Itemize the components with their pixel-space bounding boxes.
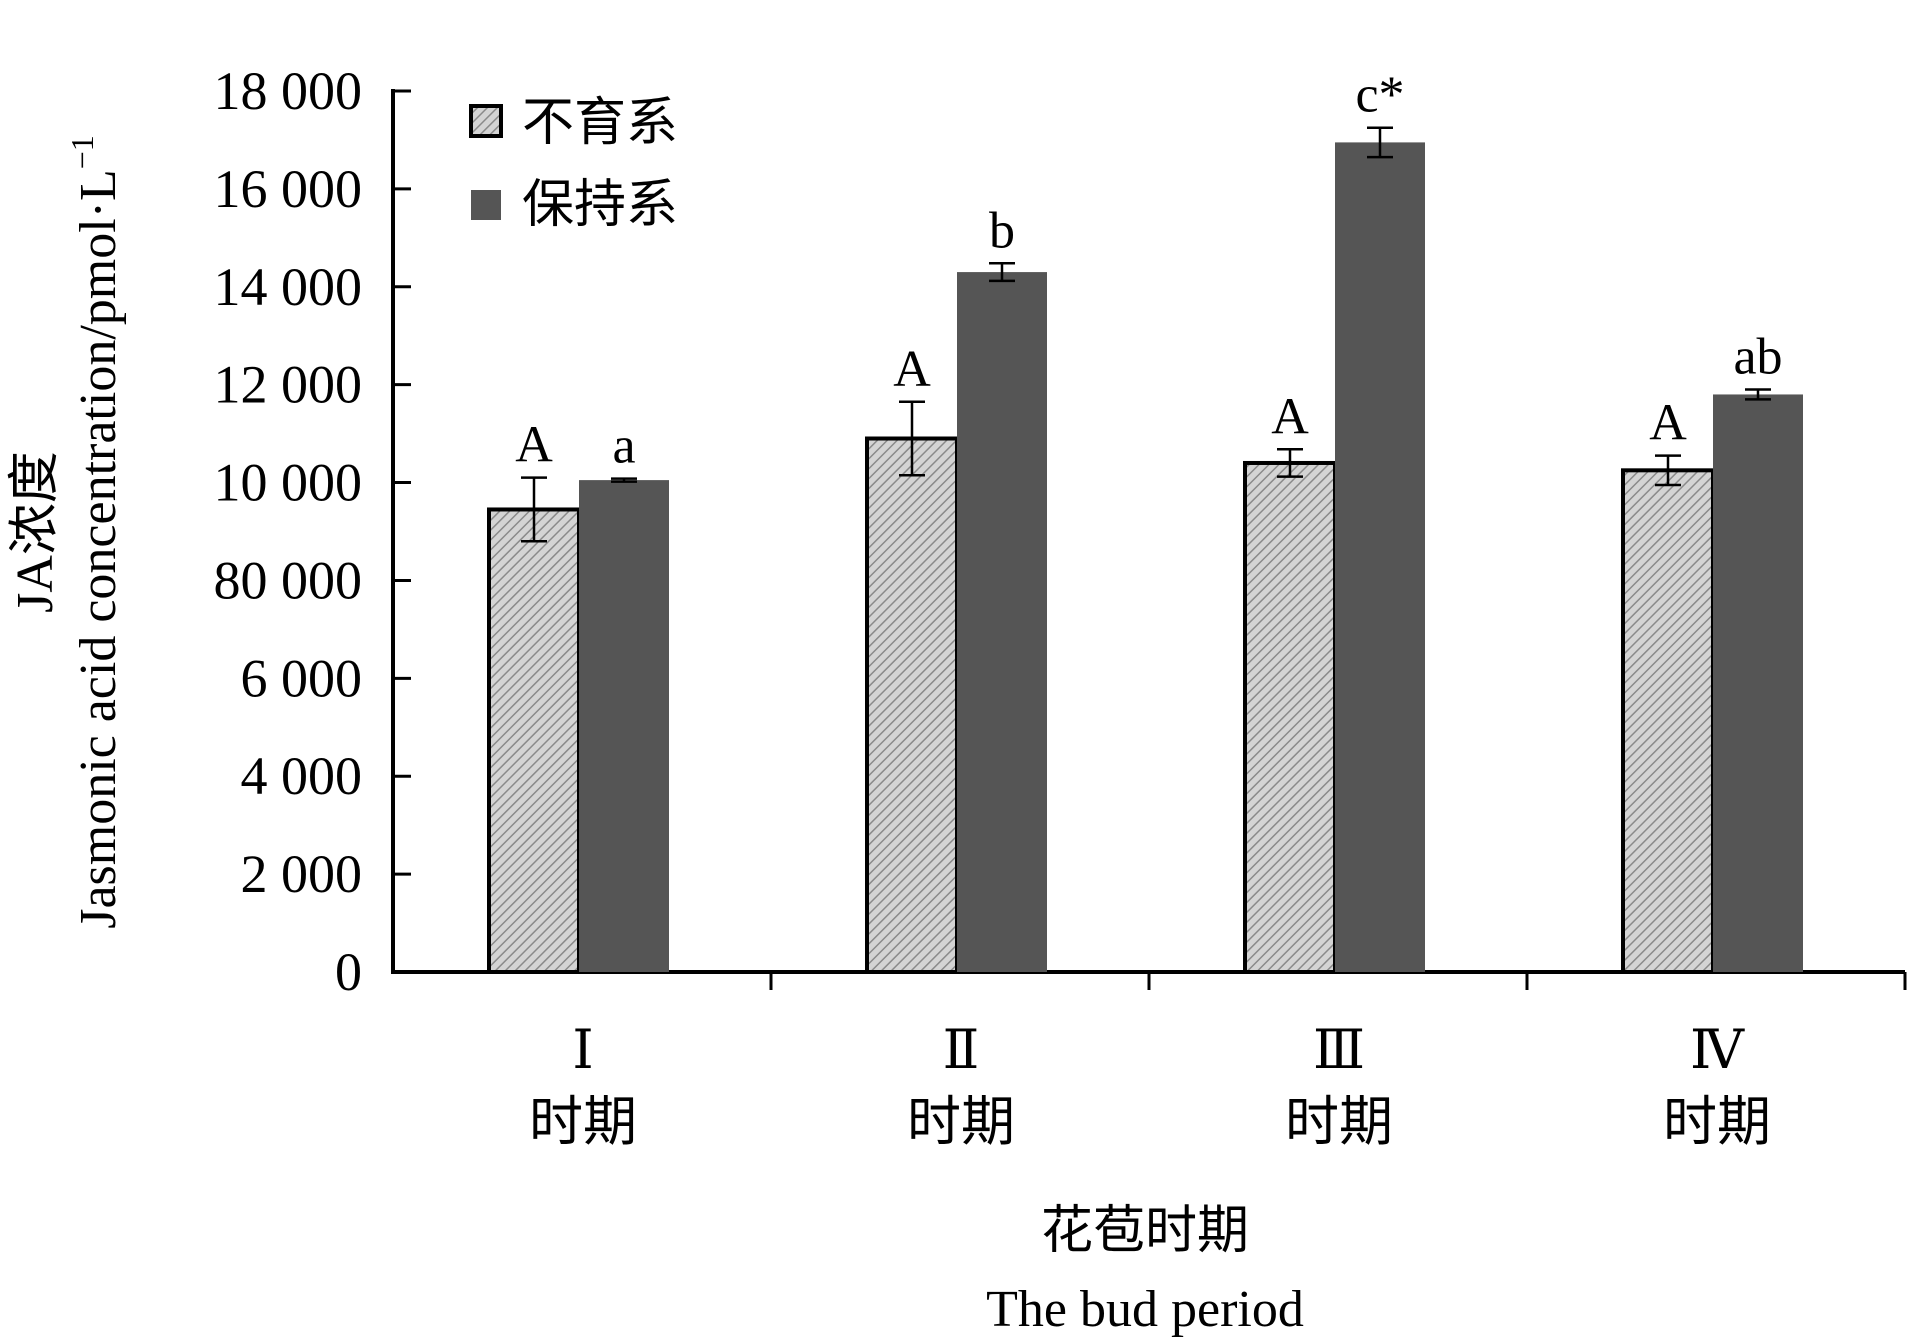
significance-label: c* bbox=[1355, 67, 1404, 124]
x-category-numeral: Ⅰ bbox=[572, 1020, 593, 1080]
legend-swatch-maintainer bbox=[471, 190, 501, 220]
x-category-numeral: Ⅲ bbox=[1313, 1020, 1365, 1080]
y-ticks: 0 2 000 4 000 6 000 80 000 10 000 12 000 14 000… bbox=[214, 61, 411, 1002]
bar-sterile bbox=[1243, 460, 1337, 974]
bar-maintainer bbox=[579, 480, 669, 972]
significance-label: b bbox=[989, 202, 1015, 259]
legend-swatch-sterile bbox=[469, 104, 503, 138]
y-tick-label: 12 000 bbox=[214, 355, 363, 415]
x-category-label: 时期 bbox=[907, 1092, 1015, 1152]
bar-sterile bbox=[865, 436, 959, 974]
y-tick-label: 4 000 bbox=[241, 746, 363, 806]
y-axis-label-en-text: Jasmonic acid concentration/pmol·L bbox=[70, 169, 127, 929]
x-axis-label-en: The bud period bbox=[986, 1281, 1304, 1338]
legend: 不育系 保持系 bbox=[469, 95, 678, 234]
bar-maintainer bbox=[957, 272, 1047, 972]
y-tick-label: 16 000 bbox=[214, 159, 363, 219]
x-category-numeral: Ⅳ bbox=[1690, 1020, 1745, 1080]
y-tick-label: 80 000 bbox=[214, 550, 363, 610]
bar-maintainer bbox=[1335, 142, 1425, 972]
bar-sterile bbox=[487, 507, 581, 974]
x-category-label: 时期 bbox=[1285, 1092, 1393, 1152]
x-category-numeral: Ⅱ bbox=[943, 1020, 980, 1080]
y-axis-label-en: Jasmonic acid concentration/pmol·L−1 bbox=[64, 135, 127, 929]
significance-label: a bbox=[612, 418, 635, 475]
x-category-label: 时期 bbox=[1663, 1092, 1771, 1152]
significance-label: A bbox=[1271, 388, 1309, 445]
x-axis-label-cn: 花苞时期 bbox=[1041, 1203, 1249, 1260]
y-tick-label: 0 bbox=[335, 942, 362, 1002]
bar-maintainer bbox=[1713, 394, 1803, 972]
significance-label: ab bbox=[1733, 329, 1782, 386]
significance-label: A bbox=[893, 341, 931, 398]
bar-sterile bbox=[1621, 468, 1715, 974]
y-tick-label: 6 000 bbox=[241, 648, 363, 708]
legend-label-sterile: 不育系 bbox=[522, 95, 678, 152]
x-category-label: 时期 bbox=[529, 1092, 637, 1152]
legend-label-maintainer: 保持系 bbox=[522, 177, 678, 234]
y-axis-label-sup: −1 bbox=[64, 135, 100, 169]
significance-label: A bbox=[515, 417, 553, 474]
y-tick-label: 14 000 bbox=[214, 257, 363, 317]
y-tick-label: 18 000 bbox=[214, 61, 363, 121]
x-categories: Ⅰ 时期 Ⅱ 时期 Ⅲ 时期 Ⅳ 时期 bbox=[529, 1020, 1771, 1152]
y-axis-label-cn: JA浓度 bbox=[7, 451, 64, 613]
significance-label: A bbox=[1649, 395, 1687, 452]
y-tick-label: 10 000 bbox=[214, 453, 363, 513]
y-tick-label: 2 000 bbox=[241, 844, 363, 904]
